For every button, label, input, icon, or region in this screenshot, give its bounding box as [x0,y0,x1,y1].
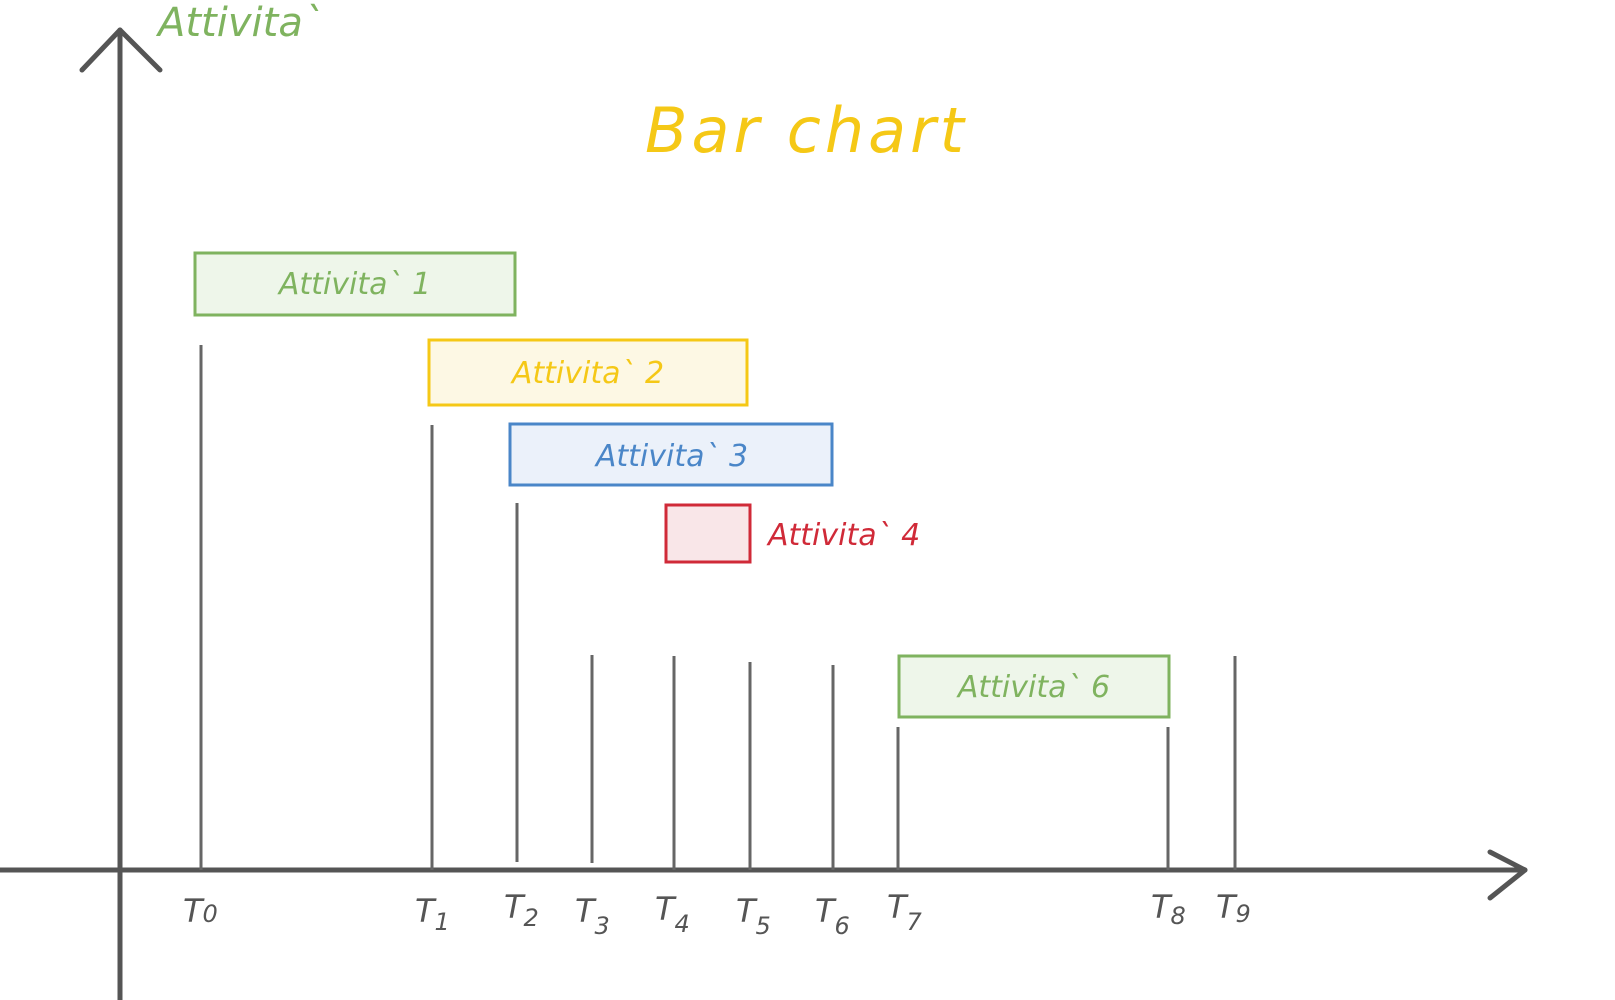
time-lines [199,345,1237,870]
time-label-t6: T6 [815,892,850,940]
axes [0,27,1528,1000]
time-label-t5: T5 [736,892,771,940]
time-label-t7: T7 [887,888,923,936]
time-label-t9: T9 [1216,888,1251,928]
time-label-t2: T2 [504,888,539,932]
chart-title: Bar chart [645,94,968,167]
time-labels: T0 T1 T2 T3 T4 T5 T6 T7 T8 T9 [183,888,1251,940]
time-label-t4: T4 [655,890,690,938]
time-label-t8: T8 [1151,888,1186,930]
activity-4-bar: Attivita` 4 [664,503,920,564]
activity-2-label: Attivita` 2 [510,356,664,391]
y-axis-arrowhead [79,27,163,73]
activity-3-label: Attivita` 3 [594,439,748,474]
time-label-t1: T1 [415,892,450,936]
activity-1-bar: Attivita` 1 [193,251,517,317]
activity-6-bar: Attivita` 6 [897,654,1171,719]
activity-bars: Attivita` 1 Attivita` 2 Attivita` 3 Atti… [193,251,1171,719]
y-axis-label: Attivita` [155,0,323,46]
activity-1-label: Attivita` 1 [277,267,431,302]
activity-4-label: Attivita` 4 [766,518,920,553]
activity-3-bar: Attivita` 3 [508,422,834,487]
x-axis-arrowhead [1487,849,1528,901]
activity-2-bar: Attivita` 2 [427,338,749,407]
time-label-t3: T3 [575,892,610,940]
activity-6-label: Attivita` 6 [956,670,1110,705]
time-label-t0: T0 [183,892,218,930]
